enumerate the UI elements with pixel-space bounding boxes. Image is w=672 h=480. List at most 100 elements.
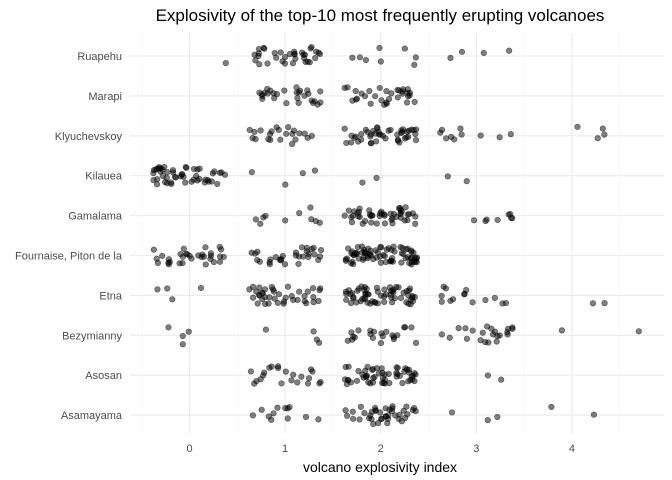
data-point	[377, 409, 384, 416]
data-point	[308, 97, 315, 104]
data-point	[377, 243, 384, 251]
data-point	[294, 296, 301, 303]
data-point	[301, 292, 308, 300]
data-point	[275, 291, 283, 298]
x-tick-label: 2	[378, 443, 384, 455]
data-point	[412, 339, 420, 347]
data-point	[407, 255, 415, 262]
data-point	[272, 254, 279, 261]
data-point	[348, 139, 355, 146]
data-point	[265, 413, 272, 420]
data-point	[437, 129, 444, 136]
data-point	[310, 244, 317, 251]
data-point	[299, 170, 306, 177]
data-point	[599, 125, 606, 132]
data-point	[402, 246, 410, 253]
data-point	[362, 56, 369, 64]
data-point	[393, 364, 400, 371]
data-point	[397, 214, 404, 221]
data-point	[354, 243, 361, 251]
data-point	[506, 47, 513, 54]
data-point	[254, 248, 261, 255]
data-point	[284, 405, 291, 412]
data-point	[377, 292, 385, 299]
data-point	[202, 176, 209, 183]
data-point	[277, 49, 284, 56]
data-point	[273, 124, 280, 131]
y-tick-label: Asosan	[85, 370, 122, 382]
data-point	[216, 243, 223, 250]
data-point	[317, 246, 325, 254]
data-point	[207, 250, 214, 257]
data-point	[309, 285, 317, 292]
data-point	[278, 380, 285, 387]
data-point	[355, 138, 362, 145]
data-point	[256, 292, 263, 299]
data-point	[378, 415, 385, 422]
data-point	[304, 87, 311, 94]
data-point	[400, 250, 407, 258]
data-point	[252, 57, 259, 64]
data-point	[262, 300, 269, 308]
data-point	[377, 58, 384, 65]
data-point	[249, 412, 256, 419]
data-point	[382, 405, 389, 412]
data-point	[304, 380, 312, 387]
data-point	[484, 323, 491, 330]
data-point	[448, 133, 455, 140]
data-point	[274, 299, 281, 307]
data-point	[315, 416, 322, 423]
data-point	[574, 123, 581, 130]
data-point	[267, 256, 274, 263]
data-point	[341, 212, 348, 219]
data-point	[317, 88, 324, 95]
data-point	[394, 94, 401, 101]
data-point	[381, 220, 389, 227]
data-point	[182, 179, 189, 186]
data-point	[378, 97, 385, 104]
data-point	[359, 179, 366, 186]
data-point	[367, 412, 374, 419]
data-point	[284, 415, 291, 422]
data-point	[208, 178, 215, 185]
data-point	[251, 51, 258, 58]
data-point	[307, 204, 314, 211]
data-point	[590, 411, 597, 418]
data-point	[447, 54, 454, 61]
data-point	[382, 135, 389, 142]
data-point	[397, 243, 404, 251]
data-point	[347, 260, 355, 267]
data-point	[202, 244, 209, 251]
data-point	[370, 255, 377, 263]
data-point	[371, 299, 378, 306]
data-point	[361, 246, 368, 253]
data-point	[159, 252, 166, 260]
data-point	[296, 130, 303, 137]
data-point	[372, 93, 379, 100]
data-point	[342, 256, 349, 263]
data-point	[364, 128, 371, 136]
data-point	[214, 180, 221, 188]
data-point	[458, 48, 466, 55]
data-point	[311, 167, 319, 174]
data-point	[358, 131, 365, 138]
data-point	[548, 403, 555, 411]
data-point	[393, 283, 400, 291]
data-point	[386, 284, 394, 291]
data-point	[299, 49, 306, 56]
data-point	[343, 296, 350, 303]
data-point	[305, 250, 312, 258]
data-point	[315, 256, 322, 264]
data-point	[178, 170, 186, 178]
data-point	[447, 297, 454, 304]
data-point	[150, 170, 157, 177]
data-point	[398, 418, 405, 425]
data-point	[171, 173, 179, 181]
data-point	[246, 126, 253, 134]
data-point	[383, 88, 390, 95]
data-point	[370, 420, 377, 428]
data-point	[220, 253, 227, 261]
data-point	[342, 288, 350, 295]
chart-title: Explosivity of the top-10 most frequentl…	[156, 6, 605, 25]
data-point	[267, 136, 274, 143]
